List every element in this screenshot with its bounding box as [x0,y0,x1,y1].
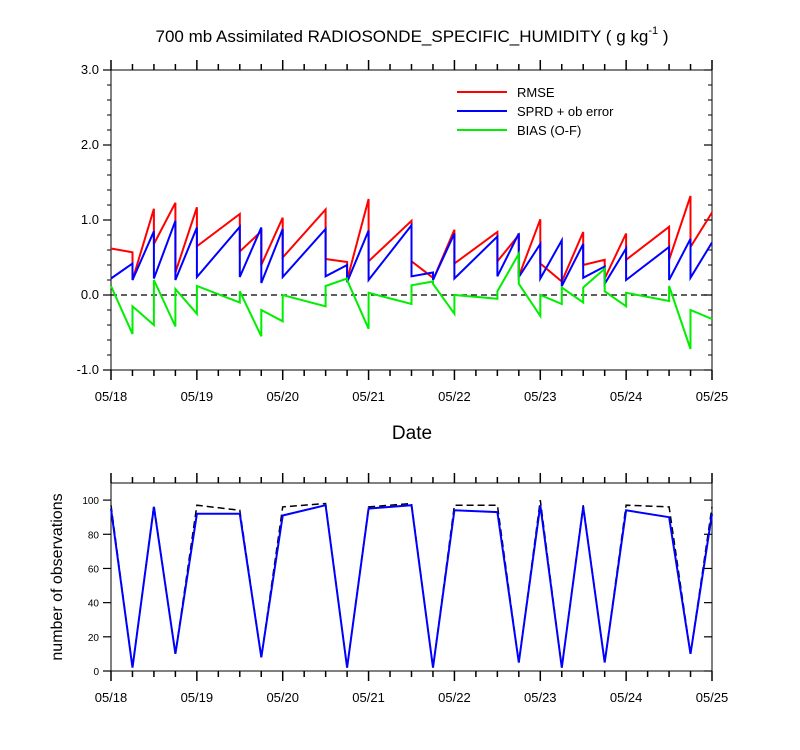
top-x-tick-label: 05/18 [95,389,128,404]
bottom-y-tick-label: 40 [88,599,100,610]
bottom-x-tick-label: 05/18 [95,690,128,705]
chart-title-main: 700 mb Assimilated RADIOSONDE_SPECIFIC_H… [156,27,649,46]
chart-title-end: ) [658,27,668,46]
bottom-series-possible-observations [110,500,713,668]
bottom-y-tick-label: 20 [88,633,100,644]
chart-title: 700 mb Assimilated RADIOSONDE_SPECIFIC_H… [156,25,669,46]
top-y-tick-label: 3.0 [81,62,99,77]
top-x-tick-label: 05/21 [352,389,385,404]
top-legend-label: BIAS (O-F) [517,123,581,138]
top-y-tick-label: 1.0 [81,212,99,227]
top-legend-label: RMSE [517,85,555,100]
bottom-y-tick-label: 80 [88,530,100,541]
top-series-bias-o-f- [110,250,713,350]
bottom-x-tick-label: 05/25 [696,690,729,705]
top-x-tick-label: 05/19 [181,389,214,404]
top-x-tick-label: 05/25 [696,389,729,404]
top-series-sprd-ob-error [110,220,713,288]
bottom-x-tick-label: 05/21 [352,690,385,705]
bottom-x-tick-label: 05/20 [266,690,299,705]
top-x-tick-label: 05/23 [524,389,557,404]
bottom-y-axis-label: number of observations [49,493,66,660]
bottom-y-tick-label: 60 [88,564,100,575]
bottom-x-tick-label: 05/24 [610,690,643,705]
top-x-tick-label: 05/22 [438,389,471,404]
chart-title-superscript: -1 [648,25,658,37]
top-legend-label: SPRD + ob error [517,104,614,119]
top-x-axis-label: Date [392,423,432,444]
bottom-panel: 05/18 05/19 05/20 05/21 05/22 05/23 05/24 05/25… [82,473,728,705]
bottom-y-tick-label: 100 [82,496,99,507]
bottom-x-tick-label: 05/22 [438,690,471,705]
top-y-tick-label: -1.0 [77,362,99,377]
top-x-tick-label: 05/20 [266,389,299,404]
bottom-x-tick-label: 05/19 [181,690,214,705]
top-y-tick-label: 0.0 [81,287,99,302]
top-x-tick-label: 05/24 [610,389,643,404]
bottom-series-assimilated-observations [110,503,713,668]
top-panel: 05/18 05/19 05/20 05/21 05/22 05/23 05/24 05/25… [77,60,729,404]
bottom-y-tick-label: 0 [93,667,99,678]
bottom-x-tick-label: 05/23 [524,690,557,705]
top-y-tick-label: 2.0 [81,137,99,152]
